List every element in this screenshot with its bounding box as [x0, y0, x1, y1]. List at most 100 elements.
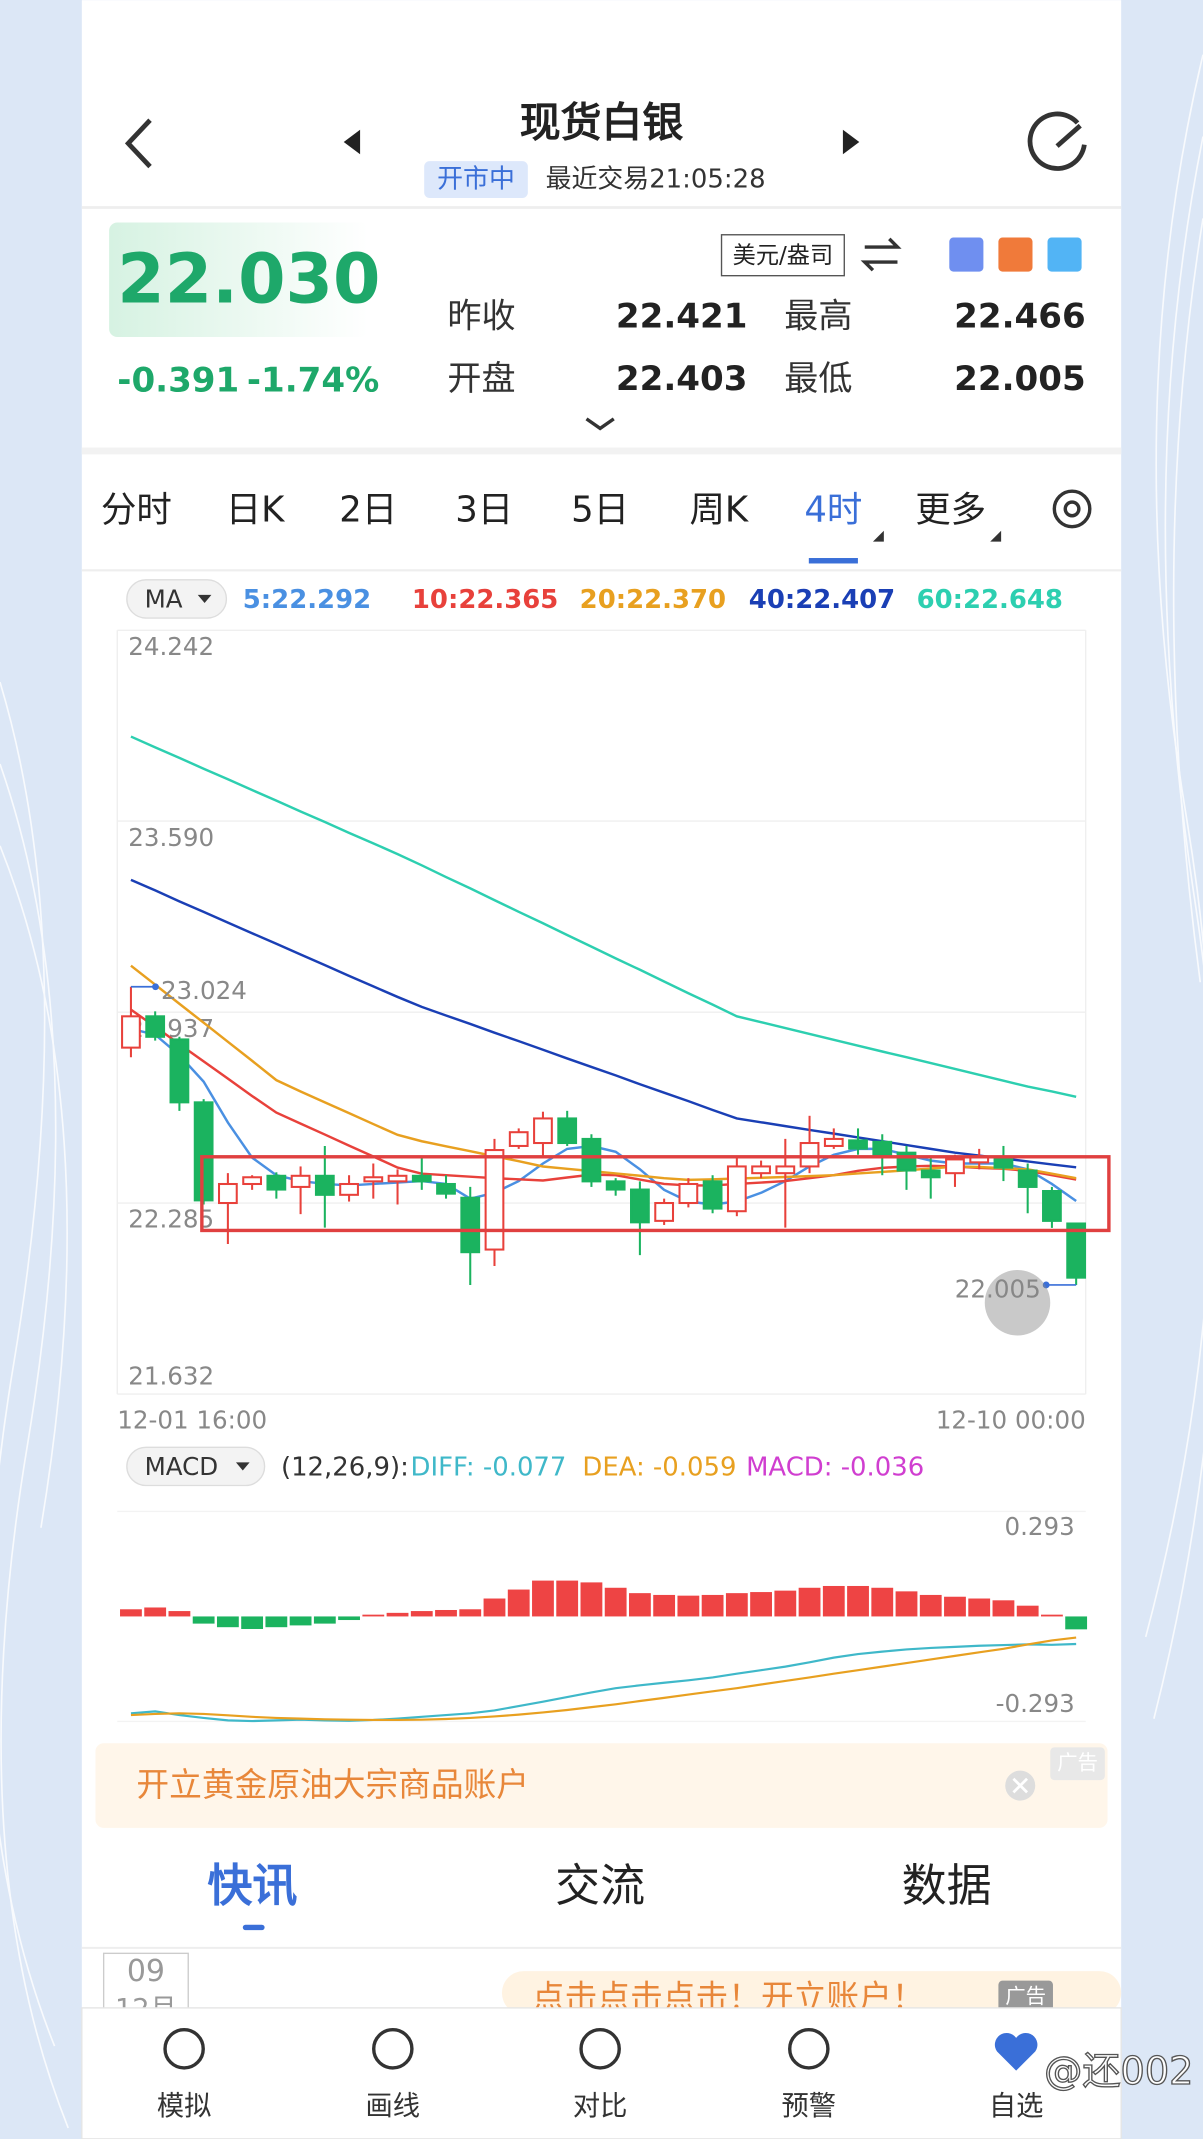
candle-body — [557, 1117, 578, 1145]
period-tab[interactable]: 周K — [689, 490, 748, 531]
back-button[interactable] — [124, 118, 152, 169]
next-button[interactable] — [842, 129, 860, 155]
tool-icon[interactable] — [1047, 237, 1082, 272]
macd-bar — [919, 1594, 942, 1617]
y-tick-label: -0.293 — [996, 1689, 1075, 1718]
macd-bar — [216, 1616, 239, 1628]
period-tab[interactable]: 4时 — [804, 490, 862, 531]
change: -0.391 — [117, 361, 239, 401]
macd-bar — [265, 1616, 288, 1628]
ma-line — [130, 735, 1077, 1098]
backdrop-lines — [0, 54, 1203, 2129]
macd-bar — [628, 1593, 651, 1617]
nav-icon[interactable] — [994, 2032, 1038, 2071]
tool-icon[interactable] — [998, 237, 1033, 272]
legend-entry: 40:22.407 — [749, 585, 895, 615]
nav-icon[interactable] — [579, 2028, 621, 2070]
candle-body — [1042, 1189, 1062, 1222]
y-tick-label: 24.242 — [128, 632, 214, 661]
ma-line — [130, 878, 1077, 1169]
stat-label: 开盘 — [447, 359, 515, 399]
swap-icon[interactable] — [860, 237, 902, 272]
nav-label[interactable]: 画线 — [366, 2091, 421, 2122]
candle-body — [460, 1196, 481, 1254]
period-tab[interactable]: 日K — [226, 490, 285, 531]
candle-body — [169, 1038, 190, 1104]
macd-bar — [944, 1596, 966, 1617]
legend-entry: 5:22.292 — [243, 585, 371, 615]
macd-bar — [871, 1587, 894, 1617]
macd-bar — [241, 1616, 264, 1629]
expand-chevron[interactable] — [585, 417, 615, 431]
news-tab-underline — [242, 1924, 265, 1931]
macd-bar — [532, 1580, 554, 1617]
indicator-pill[interactable] — [126, 1446, 266, 1487]
refresh-button[interactable] — [1027, 111, 1087, 171]
news-ad-tag-box — [998, 1980, 1053, 2014]
fullscreen-button[interactable] — [984, 1270, 1051, 1336]
macd-bar — [653, 1594, 676, 1617]
nav-icon[interactable] — [163, 2028, 205, 2070]
candle-body — [848, 1139, 868, 1150]
y-tick-label: 23.590 — [128, 823, 214, 852]
period-tab[interactable]: 分时 — [101, 490, 172, 531]
watermark: @还002 — [1044, 2050, 1193, 2094]
extreme-dot — [1042, 1281, 1050, 1289]
nav-label[interactable]: 预警 — [782, 2091, 837, 2122]
candle-body — [411, 1174, 432, 1183]
nav-icon[interactable] — [788, 2028, 830, 2070]
candle-body — [508, 1131, 529, 1147]
candle-body — [121, 1015, 141, 1049]
news-tab[interactable]: 交流 — [555, 1859, 645, 1912]
pill-caret — [235, 1462, 250, 1471]
ad-tag-box — [1050, 1747, 1105, 1781]
macd-bar — [1016, 1605, 1039, 1617]
legend-entry: 60:22.648 — [917, 585, 1063, 615]
ma-line — [130, 1008, 1077, 1187]
macd-bar — [725, 1593, 748, 1617]
period-tab[interactable]: 5日 — [571, 490, 629, 531]
macd-bar — [362, 1614, 385, 1617]
candle-body — [678, 1182, 699, 1205]
divider — [81, 447, 1122, 455]
nav-label[interactable]: 模拟 — [157, 2091, 212, 2122]
ad-close-x — [1012, 1777, 1029, 1794]
news-tab[interactable]: 快讯 — [207, 1859, 297, 1912]
unit-box[interactable] — [720, 234, 845, 277]
settings-button[interactable] — [1052, 489, 1092, 529]
nav-label[interactable]: 对比 — [573, 2091, 628, 2122]
candle-body — [145, 1015, 166, 1038]
candle-body — [363, 1176, 384, 1183]
candle-body — [581, 1137, 602, 1183]
tool-icon[interactable] — [949, 237, 984, 272]
candle-body — [726, 1165, 747, 1213]
candle-body — [751, 1165, 771, 1175]
change-pct: -1.74% — [247, 361, 379, 401]
macd-line — [130, 1642, 1077, 1723]
period-tab[interactable]: 更多 — [915, 490, 986, 531]
candle-body — [630, 1188, 650, 1224]
nav-label[interactable]: 自选 — [989, 2091, 1044, 2122]
candle-body — [605, 1180, 626, 1191]
tab-caret — [990, 530, 1002, 542]
period-tab[interactable]: 2日 — [339, 490, 397, 531]
news-tab[interactable]: 数据 — [902, 1859, 992, 1912]
candle-body — [193, 1101, 214, 1202]
status: 开市中 — [437, 165, 515, 195]
y-tick-label: 22.285 — [128, 1205, 214, 1234]
stat-value: 22.005 — [954, 359, 1086, 399]
indicator-pill[interactable] — [126, 579, 228, 619]
candle-body — [339, 1182, 359, 1196]
prev-button[interactable] — [343, 129, 361, 155]
period-tab[interactable]: 3日 — [455, 490, 513, 531]
candle-body — [290, 1174, 311, 1188]
y-tick-label: 0.293 — [1005, 1512, 1075, 1541]
ad-banner[interactable] — [95, 1743, 1108, 1828]
news-ad[interactable] — [501, 1971, 1122, 2015]
macd-bar — [992, 1600, 1015, 1617]
legend-entry: DEA: -0.059 — [582, 1452, 736, 1482]
x-tick-label: 12-10 00:00 — [936, 1405, 1086, 1434]
nav-icon[interactable] — [372, 2028, 414, 2070]
macd-bar — [1041, 1614, 1063, 1617]
